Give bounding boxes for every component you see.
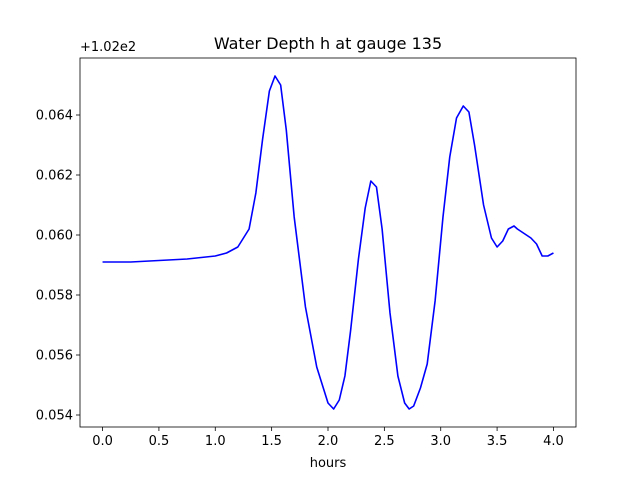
x-tick-label: 1.0 <box>205 434 226 449</box>
x-tick-label: 2.0 <box>318 434 339 449</box>
x-tick-label: 1.5 <box>261 434 282 449</box>
x-tick-label: 3.5 <box>487 434 508 449</box>
y-tick-label: 0.060 <box>36 229 73 244</box>
y-tick-label: 0.058 <box>36 289 73 304</box>
chart-title: Water Depth h at gauge 135 <box>214 34 442 53</box>
y-tick-label: 0.062 <box>36 169 73 184</box>
series-line-0 <box>102 75 554 410</box>
y-axis-offset-label: +1.02e2 <box>80 40 136 55</box>
y-tick-label: 0.054 <box>36 409 73 424</box>
y-tick-label: 0.056 <box>36 349 73 364</box>
x-tick-label: 0.5 <box>149 434 170 449</box>
y-tick-label: 0.064 <box>36 109 73 124</box>
x-tick-label: 4.0 <box>543 434 564 449</box>
x-tick-label: 0.0 <box>92 434 113 449</box>
x-axis-label: hours <box>310 456 347 471</box>
x-tick-label: 3.0 <box>430 434 451 449</box>
x-tick-label: 2.5 <box>374 434 395 449</box>
plot-area: 0.0 0.5 1.0 1.5 2.0 2.5 3.0 3.5 4.0 0.054 0.056 0.0… <box>36 57 577 449</box>
